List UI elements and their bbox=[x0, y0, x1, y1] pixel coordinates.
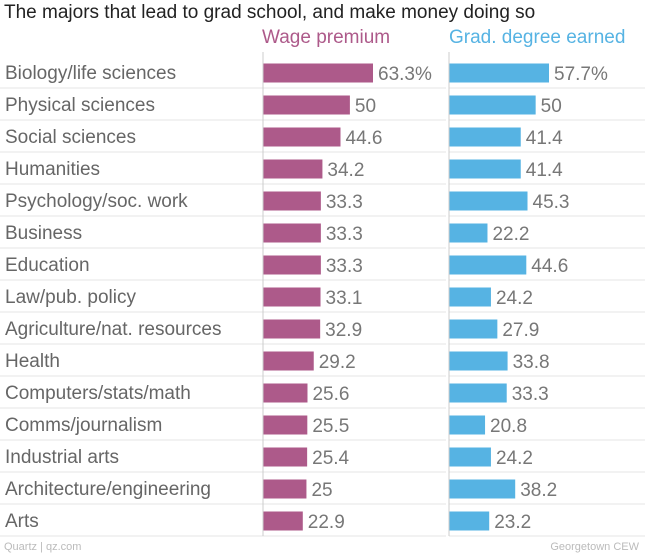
bar-wage-premium bbox=[263, 415, 308, 435]
bar-grad-degree bbox=[449, 319, 498, 339]
bar-wage-premium bbox=[263, 255, 321, 275]
category-label: Business bbox=[5, 223, 82, 244]
bar-grad-degree bbox=[449, 415, 486, 435]
data-label-wage-premium: 44.6 bbox=[346, 128, 383, 149]
data-label-wage-premium: 63.3% bbox=[378, 64, 432, 85]
data-label-wage-premium: 25.4 bbox=[312, 448, 349, 469]
data-label-grad-degree: 20.8 bbox=[490, 416, 527, 437]
bar-wage-premium bbox=[263, 479, 307, 499]
data-label-grad-degree: 33.8 bbox=[513, 352, 550, 373]
bar-grad-degree bbox=[449, 95, 536, 115]
bar-grad-degree bbox=[449, 63, 549, 83]
category-label: Arts bbox=[5, 511, 39, 532]
bar-grad-degree bbox=[449, 511, 490, 531]
data-label-wage-premium: 50 bbox=[355, 96, 376, 117]
data-label-wage-premium: 33.1 bbox=[326, 288, 363, 309]
data-label-grad-degree: 38.2 bbox=[520, 480, 557, 501]
data-label-wage-premium: 33.3 bbox=[326, 224, 363, 245]
category-label: Biology/life sciences bbox=[5, 63, 176, 84]
data-label-wage-premium: 33.3 bbox=[326, 256, 363, 277]
bar-grad-degree bbox=[449, 159, 521, 179]
bar-wage-premium bbox=[263, 191, 321, 211]
category-label: Comms/journalism bbox=[5, 415, 162, 436]
series-header-grad-degree: Grad. degree earned bbox=[449, 27, 626, 48]
category-label: Physical sciences bbox=[5, 95, 155, 116]
bar-grad-degree bbox=[449, 223, 488, 243]
bar-grad-degree bbox=[449, 255, 527, 275]
data-label-wage-premium: 25.6 bbox=[312, 384, 349, 405]
bar-grad-degree bbox=[449, 287, 491, 307]
category-label: Humanities bbox=[5, 159, 100, 180]
bar-wage-premium bbox=[263, 447, 308, 467]
category-label: Architecture/engineering bbox=[5, 479, 211, 500]
category-label: Law/pub. policy bbox=[5, 287, 136, 308]
data-label-grad-degree: 24.2 bbox=[496, 448, 533, 469]
data-label-grad-degree: 23.2 bbox=[494, 512, 531, 533]
bar-grad-degree bbox=[449, 447, 491, 467]
data-label-grad-degree: 41.4 bbox=[526, 128, 563, 149]
data-label-grad-degree: 57.7% bbox=[554, 64, 608, 85]
data-label-wage-premium: 25 bbox=[311, 480, 332, 501]
category-label: Computers/stats/math bbox=[5, 383, 191, 404]
data-label-grad-degree: 41.4 bbox=[526, 160, 563, 181]
bar-wage-premium bbox=[263, 63, 373, 83]
data-label-grad-degree: 45.3 bbox=[533, 192, 570, 213]
data-label-grad-degree: 44.6 bbox=[531, 256, 568, 277]
bar-wage-premium bbox=[263, 383, 308, 403]
bar-wage-premium bbox=[263, 95, 350, 115]
category-label: Social sciences bbox=[5, 127, 136, 148]
data-label-grad-degree: 50 bbox=[541, 96, 562, 117]
category-label: Agriculture/nat. resources bbox=[5, 319, 222, 340]
bar-wage-premium bbox=[263, 511, 303, 531]
series-header-wage-premium: Wage premium bbox=[262, 27, 391, 48]
bar-wage-premium bbox=[263, 287, 321, 307]
chart-title: The majors that lead to grad school, and… bbox=[4, 2, 536, 23]
bar-wage-premium bbox=[263, 351, 314, 371]
bar-grad-degree bbox=[449, 191, 528, 211]
data-label-wage-premium: 22.9 bbox=[308, 512, 345, 533]
data-label-wage-premium: 32.9 bbox=[325, 320, 362, 341]
footer-source-left: Quartz | qz.com bbox=[4, 541, 82, 553]
category-label: Education bbox=[5, 255, 90, 276]
category-label: Industrial arts bbox=[5, 447, 119, 468]
category-label: Psychology/soc. work bbox=[5, 191, 188, 212]
bar-wage-premium bbox=[263, 223, 321, 243]
category-label: Health bbox=[5, 351, 60, 372]
bar-wage-premium bbox=[263, 319, 321, 339]
data-label-grad-degree: 33.3 bbox=[512, 384, 549, 405]
data-label-wage-premium: 25.5 bbox=[312, 416, 349, 437]
bar-wage-premium bbox=[263, 159, 323, 179]
bar-wage-premium bbox=[263, 127, 341, 147]
data-label-grad-degree: 27.9 bbox=[502, 320, 539, 341]
footer-source-right: Georgetown CEW bbox=[550, 541, 639, 553]
data-label-grad-degree: 24.2 bbox=[496, 288, 533, 309]
bar-grad-degree bbox=[449, 479, 516, 499]
data-label-wage-premium: 33.3 bbox=[326, 192, 363, 213]
bar-grad-degree bbox=[449, 383, 507, 403]
data-label-grad-degree: 22.2 bbox=[492, 224, 529, 245]
bar-grad-degree bbox=[449, 351, 508, 371]
data-label-wage-premium: 34.2 bbox=[327, 160, 364, 181]
data-label-wage-premium: 29.2 bbox=[319, 352, 356, 373]
bar-grad-degree bbox=[449, 127, 521, 147]
